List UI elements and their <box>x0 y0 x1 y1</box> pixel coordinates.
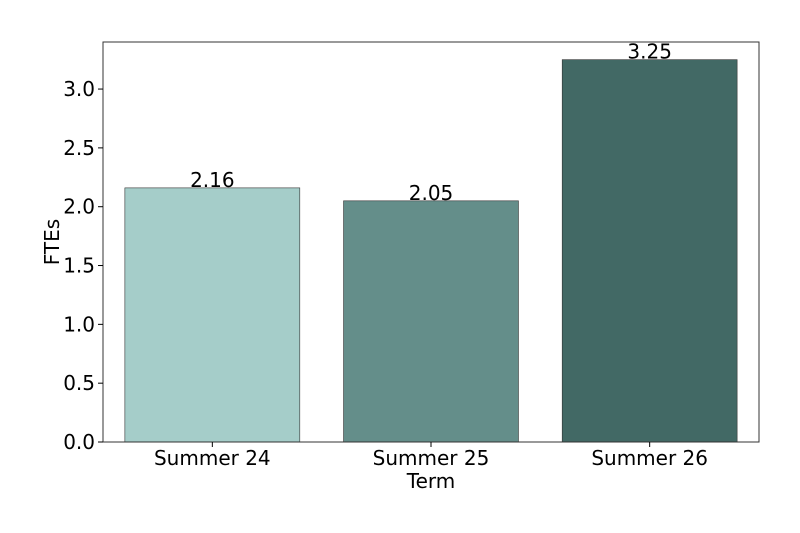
x-tick-label-summer-26: Summer 26 <box>591 446 708 470</box>
bar-value-labels: 2.16 2.05 3.25 <box>190 40 672 205</box>
bar-summer-25 <box>343 200 519 443</box>
bar-summer-26 <box>561 59 738 443</box>
x-axis-ticks: Summer 24 Summer 25 Summer 26 <box>154 442 708 470</box>
y-axis-title: FTEs <box>40 219 64 265</box>
y-axis-ticks: 0.0 0.5 1.0 1.5 2.0 2.5 3.0 <box>63 77 103 454</box>
y-tick-label: 0.5 <box>63 371 95 395</box>
bar-summer-24 <box>124 187 301 443</box>
y-tick-label: 3.0 <box>63 77 95 101</box>
x-axis-title: Term <box>406 469 455 493</box>
bar-value-label-summer-24: 2.16 <box>190 168 235 192</box>
x-tick-label-summer-25: Summer 25 <box>373 446 490 470</box>
y-tick-label: 2.0 <box>63 195 95 219</box>
bars-group <box>124 59 738 443</box>
y-tick-label: 1.5 <box>63 254 95 278</box>
y-tick-label: 2.5 <box>63 136 95 160</box>
y-tick-label: 1.0 <box>63 312 95 336</box>
x-tick-label-summer-24: Summer 24 <box>154 446 271 470</box>
bar-value-label-summer-26: 3.25 <box>627 40 672 64</box>
y-tick-label: 0.0 <box>63 430 95 454</box>
bar-value-label-summer-25: 2.05 <box>409 181 454 205</box>
